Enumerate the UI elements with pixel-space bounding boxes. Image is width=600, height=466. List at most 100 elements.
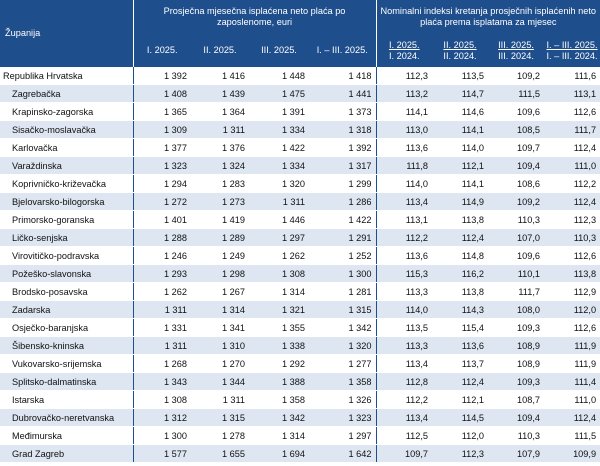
county-name: Šibensko-kninska — [0, 336, 133, 355]
county-name: Požeško-slavonska — [0, 264, 133, 283]
index-value: 113,8 — [544, 264, 600, 283]
wage-value: 1 298 — [191, 264, 249, 283]
table-row: Grad Zagreb 1 577 1 655 1 694 1 642 109,7 112,… — [0, 444, 600, 463]
col-header-mar: III. 2025. — [249, 34, 309, 67]
index-value: 113,4 — [375, 408, 433, 427]
wage-value: 1 252 — [309, 246, 377, 265]
county-name: Bjelovarsko-bilogorska — [0, 192, 133, 211]
wage-value: 1 655 — [191, 444, 249, 463]
county-name: Sisačko-moslavačka — [0, 120, 133, 139]
index-value: 112,3 — [544, 210, 600, 229]
wage-value: 1 311 — [132, 336, 191, 355]
wage-value: 1 331 — [132, 318, 191, 337]
index-value: 112,5 — [375, 426, 433, 445]
table-row: Osječko-baranjska 1 331 1 341 1 355 1 342 113… — [0, 318, 600, 337]
index-value: 109,7 — [488, 138, 545, 157]
index-col-header-q1: I. – III. 2025. I. – III. 2024. — [544, 34, 600, 67]
table-row: Zadarska 1 311 1 314 1 321 1 315 114,0 114,3 10… — [0, 300, 600, 319]
table-row: Karlovačka 1 377 1 376 1 422 1 392 113,6 114,0… — [0, 138, 600, 157]
index-value: 115,4 — [432, 318, 489, 337]
wage-value: 1 270 — [191, 354, 249, 373]
wage-value: 1 388 — [249, 372, 309, 391]
index-value: 115,3 — [375, 264, 433, 283]
table-row: Istarska 1 308 1 311 1 358 1 326 112,2 112,1 10… — [0, 390, 600, 409]
index-value: 109,2 — [488, 67, 545, 85]
index-value: 114,8 — [432, 246, 489, 265]
wage-value: 1 694 — [249, 444, 309, 463]
county-name: Virovitičko-podravska — [0, 246, 133, 265]
index-value: 112,2 — [375, 390, 433, 409]
county-name: Dubrovačko-neretvanska — [0, 408, 133, 427]
col-header-jan: I. 2025. — [132, 34, 191, 67]
wage-value: 1 341 — [191, 318, 249, 337]
table-row: Požeško-slavonska 1 293 1 298 1 308 1 300 115… — [0, 264, 600, 283]
index-value: 111,7 — [544, 120, 600, 139]
wage-value: 1 324 — [191, 156, 249, 175]
table-header: Županija Prosječna mjesečna isplaćena ne… — [0, 0, 600, 67]
wage-value: 1 314 — [191, 300, 249, 319]
index-value: 108,7 — [488, 390, 545, 409]
wage-value: 1 376 — [191, 138, 249, 157]
wage-value: 1 300 — [309, 264, 377, 283]
wage-value: 1 278 — [191, 426, 249, 445]
wage-value: 1 401 — [132, 210, 191, 229]
table-row: Krapinsko-zagorska 1 365 1 364 1 391 1 373 11… — [0, 102, 600, 121]
wage-value: 1 315 — [191, 408, 249, 427]
county-name: Koprivničko-križevačka — [0, 174, 133, 193]
wage-value: 1 311 — [132, 300, 191, 319]
wage-value: 1 291 — [309, 228, 377, 247]
wage-value: 1 311 — [191, 390, 249, 409]
index-value: 112,4 — [432, 372, 489, 391]
index-value: 110,3 — [488, 210, 545, 229]
index-value: 113,0 — [375, 120, 433, 139]
wage-value: 1 408 — [132, 84, 191, 103]
county-name: Osječko-baranjska — [0, 318, 133, 337]
wage-value: 1 441 — [309, 84, 377, 103]
index-group-header: Nominalni indeksi kretanja prosječnih is… — [375, 0, 600, 34]
index-value: 112,3 — [375, 67, 433, 85]
index-value: 108,5 — [488, 120, 545, 139]
index-value: 109,4 — [488, 408, 545, 427]
wage-value: 1 577 — [132, 444, 191, 463]
wage-value: 1 446 — [249, 210, 309, 229]
wage-value: 1 365 — [132, 102, 191, 121]
county-name: Primorsko-goranska — [0, 210, 133, 229]
wage-value: 1 439 — [191, 84, 249, 103]
county-name: Karlovačka — [0, 138, 133, 157]
wage-value: 1 475 — [249, 84, 309, 103]
index-value: 107,9 — [488, 444, 545, 463]
wage-value: 1 315 — [309, 300, 377, 319]
index-value: 113,1 — [544, 84, 600, 103]
index-value: 108,0 — [488, 300, 545, 319]
wage-value: 1 292 — [249, 354, 309, 373]
wage-value: 1 342 — [249, 408, 309, 427]
wage-value: 1 391 — [249, 102, 309, 121]
index-col-header-mar: III. 2025. III. 2024. — [488, 34, 545, 67]
wage-value: 1 342 — [309, 318, 377, 337]
index-denominator: I. 2024. — [388, 50, 420, 61]
index-value: 112,6 — [544, 102, 600, 121]
index-value: 111,0 — [544, 390, 600, 409]
index-value: 111,5 — [488, 84, 545, 103]
index-value: 114,5 — [432, 408, 489, 427]
table-row: Varaždinska 1 323 1 324 1 334 1 317 111,8 112,… — [0, 156, 600, 175]
wage-value: 1 314 — [249, 282, 309, 301]
wage-value: 1 283 — [191, 174, 249, 193]
wage-value: 1 300 — [132, 426, 191, 445]
table-row: Sisačko-moslavačka 1 309 1 311 1 334 1 318 11… — [0, 120, 600, 139]
index-value: 114,1 — [375, 102, 433, 121]
index-value: 114,0 — [432, 138, 489, 157]
col-header-feb: II. 2025. — [191, 34, 249, 67]
table-row: Primorsko-goranska 1 401 1 419 1 446 1 422 11… — [0, 210, 600, 229]
wage-value: 1 323 — [309, 408, 377, 427]
index-value: 113,3 — [375, 282, 433, 301]
wage-value: 1 418 — [309, 67, 377, 85]
index-value: 111,0 — [544, 156, 600, 175]
table-row: Dubrovačko-neretvanska 1 312 1 315 1 342 1 3… — [0, 408, 600, 427]
wage-value: 1 318 — [309, 120, 377, 139]
index-value: 112,1 — [432, 156, 489, 175]
index-value: 112,6 — [544, 246, 600, 265]
wage-value: 1 262 — [249, 246, 309, 265]
wage-value: 1 317 — [309, 156, 377, 175]
